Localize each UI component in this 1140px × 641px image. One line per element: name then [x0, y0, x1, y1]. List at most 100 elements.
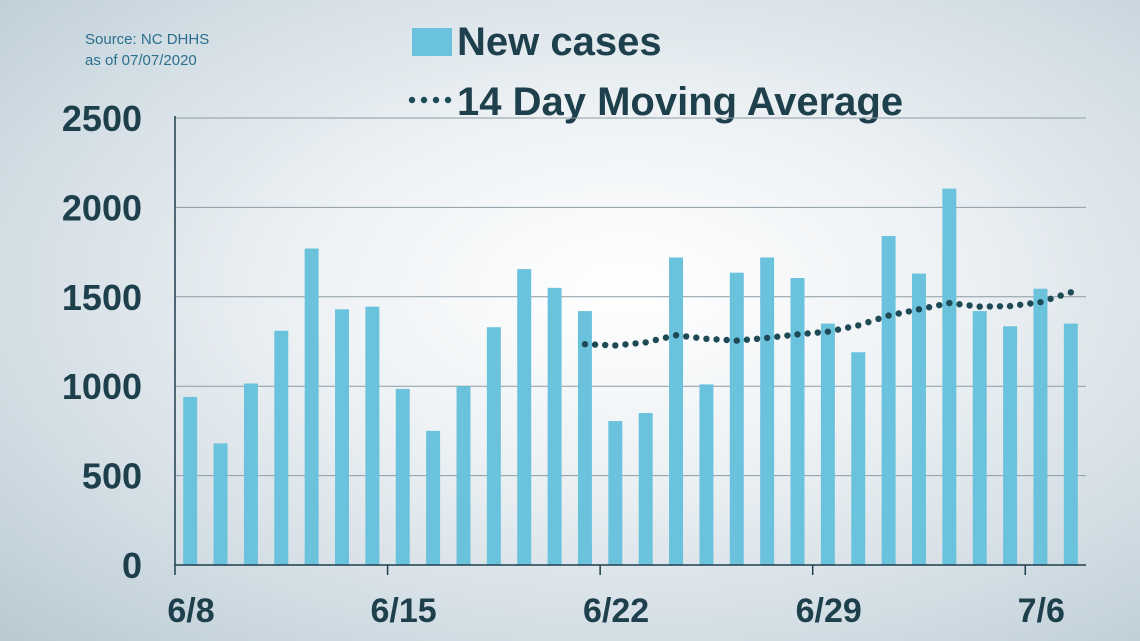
bar-new-cases	[213, 443, 228, 565]
moving-average-point	[591, 341, 599, 348]
bar-new-cases	[183, 396, 198, 565]
moving-average-point	[1027, 300, 1034, 307]
bar-new-cases	[243, 383, 258, 565]
moving-average-point	[1017, 301, 1024, 308]
bar-new-cases	[426, 430, 441, 565]
bars	[183, 188, 1078, 566]
bar-new-cases	[1033, 288, 1048, 565]
moving-average-point	[662, 334, 670, 341]
moving-average-point	[804, 330, 811, 337]
moving-average-point	[672, 332, 680, 339]
moving-average-point	[895, 310, 902, 317]
moving-average-point	[632, 340, 639, 347]
moving-average-point	[581, 340, 589, 348]
bar-new-cases	[881, 236, 896, 565]
moving-average-point	[814, 329, 821, 336]
tick-labels: 0 500 1000 1500 2000 2500 6/8 6/15 6/22 6/29 7/6	[62, 98, 1065, 630]
y-tick-label: 500	[82, 456, 142, 497]
bar-new-cases	[729, 272, 744, 565]
moving-average-point	[976, 303, 983, 310]
moving-average-point	[682, 333, 690, 340]
moving-average-point	[1047, 295, 1054, 303]
bar-new-cases	[274, 330, 289, 565]
moving-average-point	[703, 335, 710, 343]
moving-average-point	[905, 308, 913, 315]
bar-new-cases	[638, 413, 653, 565]
y-tick-label: 0	[122, 545, 142, 586]
moving-average-point	[1006, 302, 1014, 310]
moving-average-point	[693, 334, 700, 341]
legend-line-swatch	[408, 96, 452, 104]
moving-average-point	[824, 328, 832, 335]
moving-average-point	[885, 312, 892, 319]
moving-average-point	[875, 315, 882, 323]
source-line-1: Source: NC DHHS	[85, 31, 209, 48]
legend-label-moving-average: 14 Day Moving Average	[457, 80, 903, 124]
x-tick-label: 6/29	[796, 592, 862, 630]
moving-average-point	[844, 324, 852, 331]
moving-average-point	[753, 335, 761, 343]
bar-new-cases	[911, 273, 926, 565]
moving-average-point	[1057, 292, 1064, 299]
moving-average-point	[652, 336, 660, 344]
bar-new-cases	[304, 248, 319, 566]
legend-bar-swatch	[412, 28, 452, 56]
moving-average-point	[774, 333, 781, 340]
bar-new-cases	[972, 311, 987, 565]
x-tick-label: 7/6	[1018, 592, 1065, 630]
bar-new-cases	[486, 327, 501, 565]
moving-average-point	[733, 337, 740, 344]
bar-new-cases	[608, 421, 623, 565]
y-tick-label: 2500	[62, 98, 142, 139]
legend-label-new-cases: New cases	[457, 20, 662, 64]
bar-new-cases	[335, 309, 350, 565]
moving-average-point	[996, 303, 1004, 310]
bar-new-cases	[547, 287, 562, 565]
bar-new-cases	[699, 384, 714, 565]
bar-new-cases	[1063, 323, 1078, 565]
moving-average-point	[925, 304, 933, 311]
bar-new-cases	[365, 306, 380, 565]
moving-average-point	[763, 334, 771, 342]
moving-average-line	[581, 289, 1075, 349]
x-tick-label: 6/15	[370, 592, 436, 630]
moving-average-point	[936, 301, 943, 309]
moving-average-point	[642, 339, 649, 346]
moving-average-point	[915, 306, 923, 313]
bar-new-cases	[577, 311, 592, 565]
moving-average-point	[743, 336, 751, 343]
y-tick-label: 1000	[62, 366, 142, 407]
moving-average-point	[946, 299, 953, 307]
moving-average-point	[956, 301, 963, 308]
moving-average-point	[794, 331, 801, 338]
moving-average-point	[986, 303, 994, 310]
gridlines	[175, 117, 1086, 477]
x-tick-label: 6/8	[167, 592, 214, 630]
moving-average-point	[601, 341, 609, 349]
moving-average-point	[784, 332, 791, 339]
moving-average-point	[865, 318, 872, 326]
source-line-2: as of 07/07/2020	[85, 52, 197, 69]
bar-new-cases	[669, 257, 684, 565]
bar-new-cases	[820, 323, 835, 565]
bar-new-cases	[517, 269, 532, 565]
moving-average-point	[834, 326, 842, 333]
moving-average-point	[723, 336, 730, 344]
moving-average-point	[1067, 289, 1075, 296]
bar-new-cases	[456, 386, 471, 565]
moving-average-point	[855, 322, 862, 329]
moving-average-point	[1037, 298, 1044, 306]
axes	[174, 116, 1086, 575]
bar-new-cases	[851, 352, 866, 565]
x-tick-label: 6/22	[583, 592, 649, 630]
bar-new-cases	[395, 388, 410, 565]
y-tick-label: 1500	[62, 277, 142, 318]
moving-average-point	[713, 336, 720, 343]
bar-new-cases	[760, 257, 775, 565]
moving-average-point	[622, 341, 629, 348]
y-tick-label: 2000	[62, 187, 142, 228]
bar-new-cases	[790, 278, 805, 565]
bar-new-cases	[942, 188, 957, 565]
